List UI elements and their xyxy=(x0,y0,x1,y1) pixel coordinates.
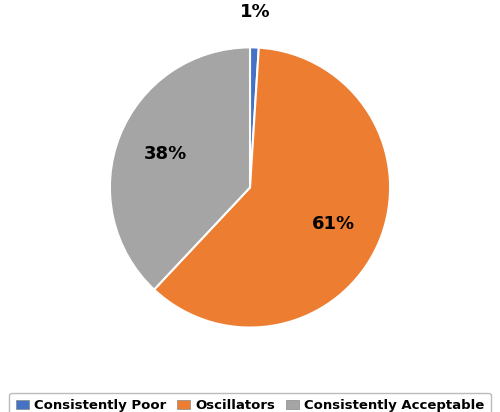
Text: 38%: 38% xyxy=(144,145,187,163)
Text: 1%: 1% xyxy=(240,3,271,21)
Wedge shape xyxy=(154,48,390,328)
Wedge shape xyxy=(250,47,259,187)
Text: 61%: 61% xyxy=(312,215,355,233)
Legend: Consistently Poor, Oscillators, Consistently Acceptable: Consistently Poor, Oscillators, Consiste… xyxy=(9,393,491,412)
Wedge shape xyxy=(110,47,250,290)
